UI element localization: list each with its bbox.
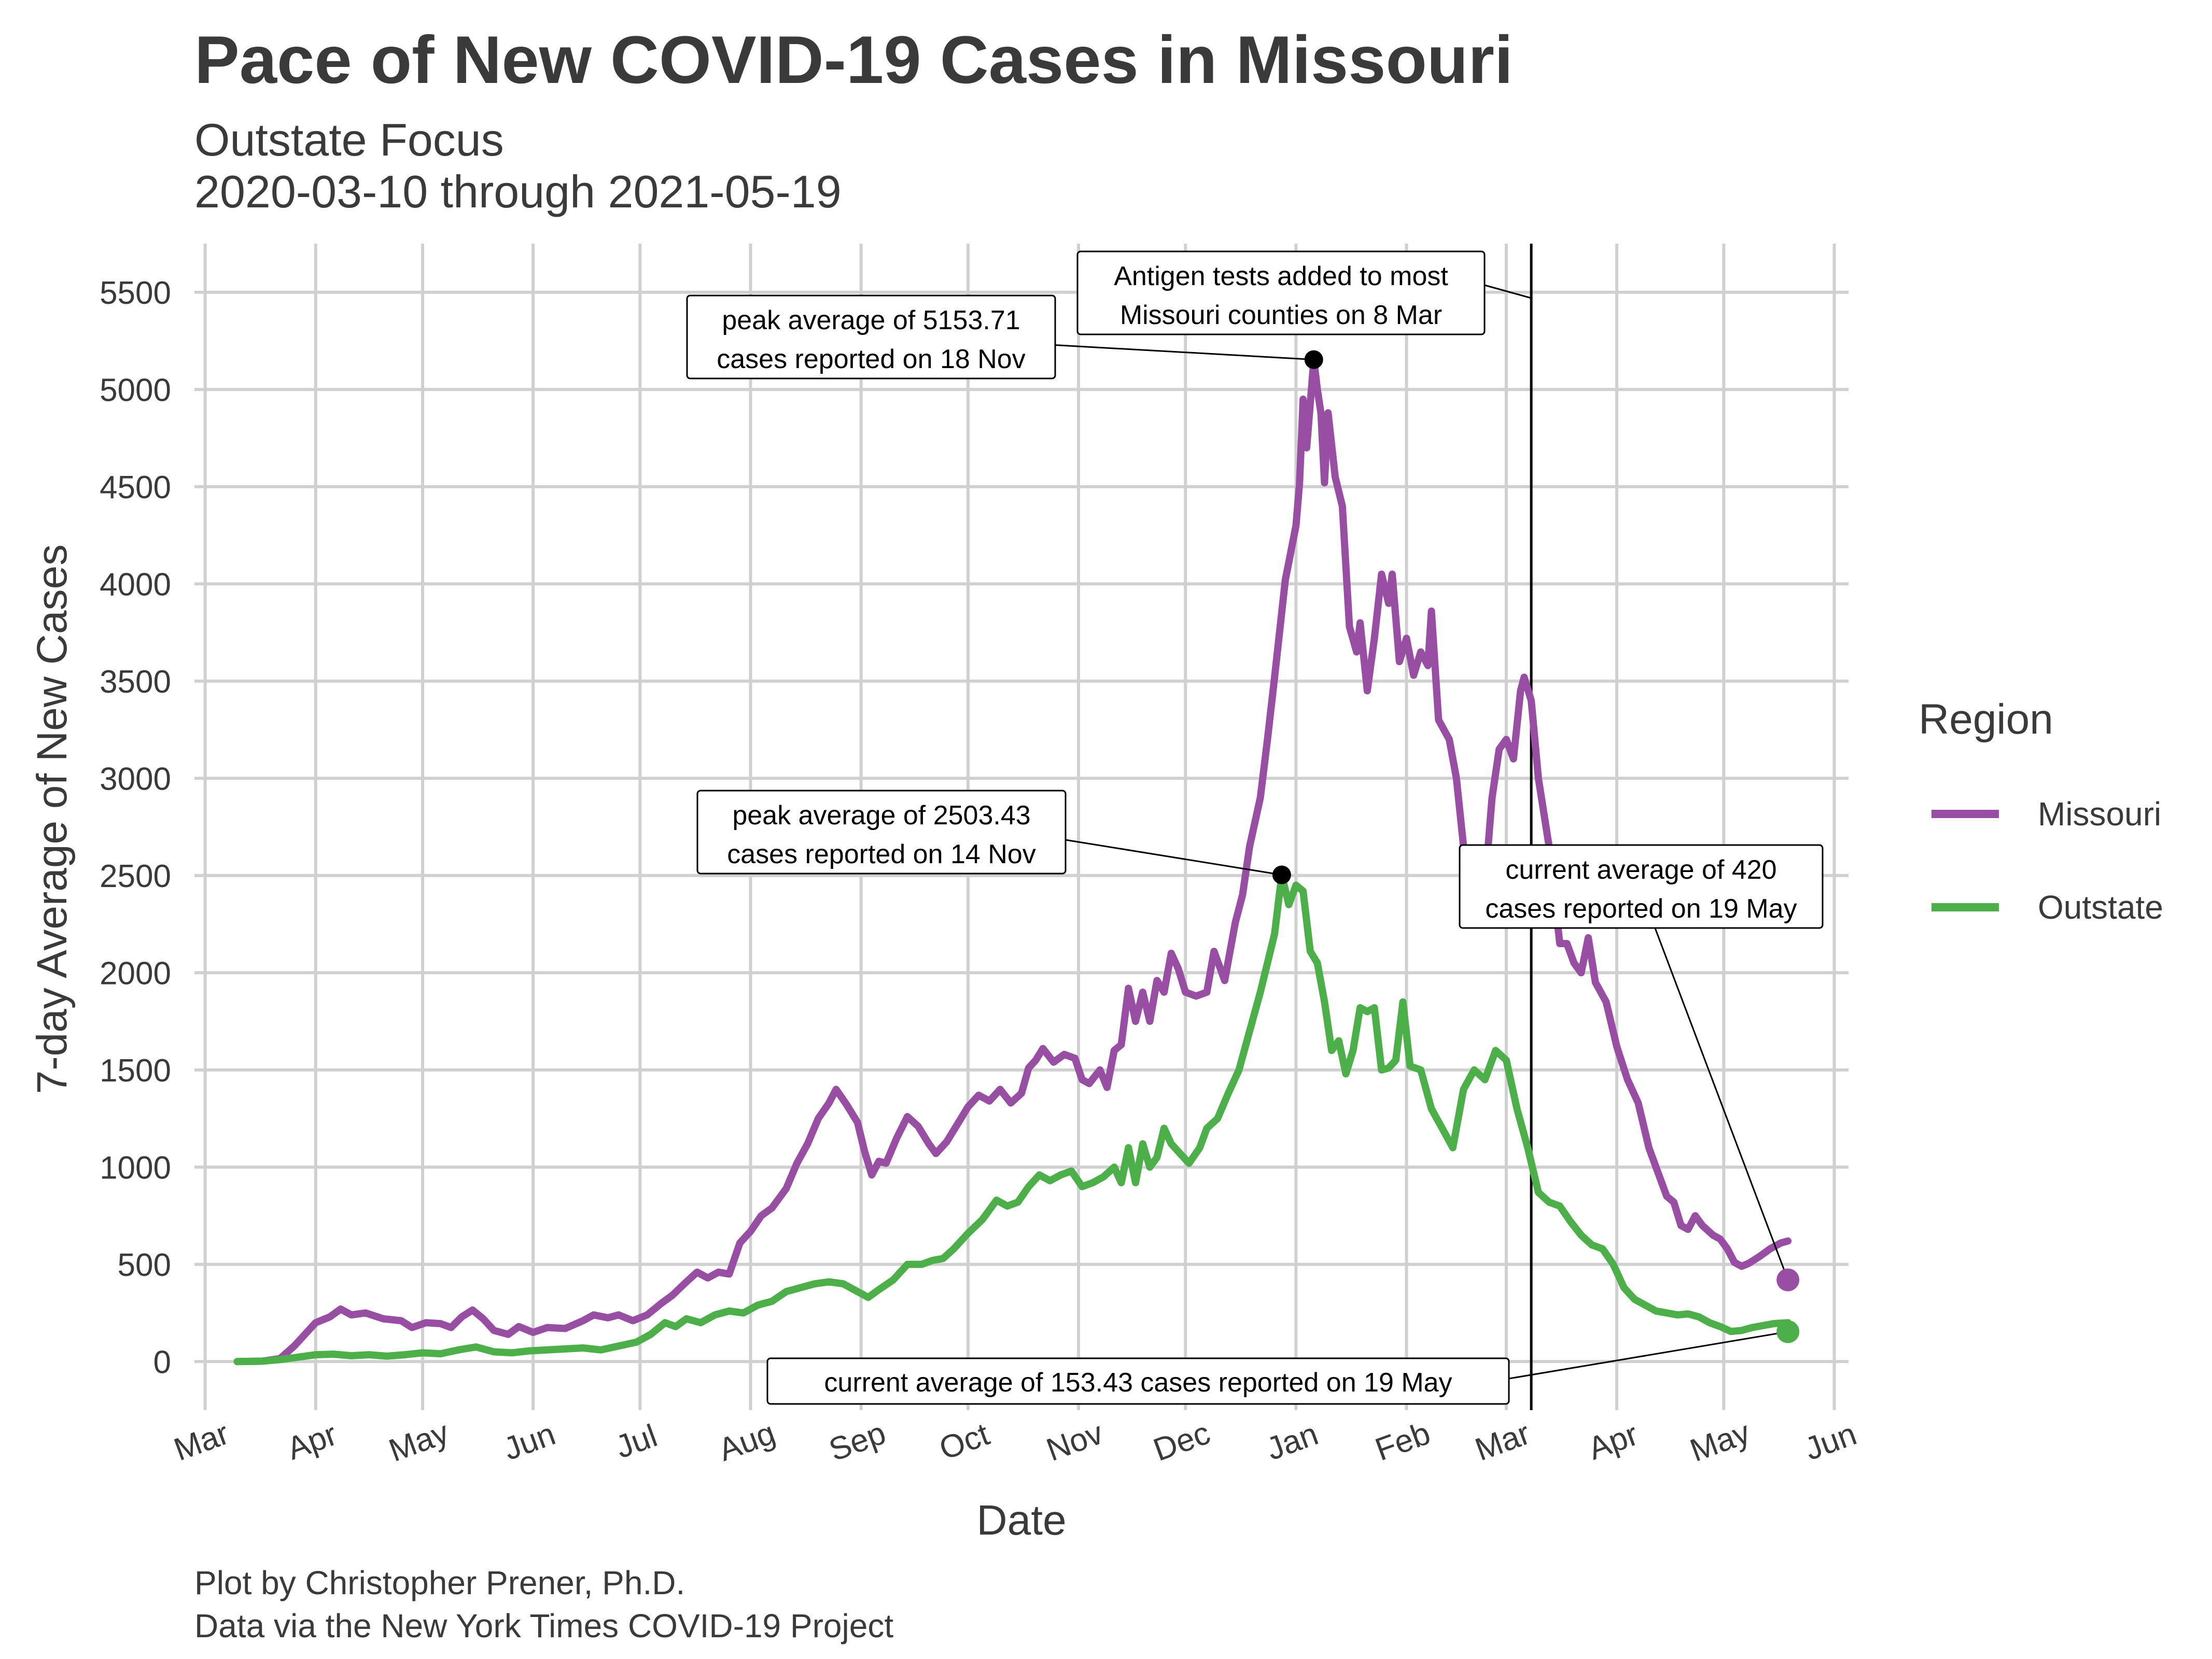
chart-subtitle-line1: Outstate Focus [194, 114, 504, 165]
x-tick-label: Jul [611, 1418, 662, 1466]
legend-label-missouri: Missouri [2038, 795, 2161, 833]
x-tick-label: Nov [1042, 1415, 1108, 1468]
x-axis-title: Date [976, 1497, 1066, 1544]
annotation-current-outstate: current average of 153.43 cases reported… [766, 1331, 1788, 1405]
y-tick-label: 3000 [100, 761, 171, 797]
x-tick-label: May [384, 1414, 454, 1469]
peak-outstate-point [1272, 865, 1291, 884]
annotation-leader [1065, 839, 1282, 876]
annotation-text-line1: current average of 153.43 cases reported… [824, 1368, 1452, 1398]
annotation-peak-missouri: peak average of 5153.71 cases reported on… [686, 294, 1314, 379]
chart-subtitle-line2: 2020-03-10 through 2021-05-19 [194, 166, 842, 217]
chart-title: Pace of New COVID-19 Cases in Missouri [194, 22, 1513, 97]
y-tick-label: 2500 [100, 859, 171, 894]
annotation-layer: peak average of 5153.71 cases reported on… [686, 250, 1824, 1405]
annotation-leader [1506, 1331, 1788, 1380]
y-tick-label: 4000 [100, 567, 171, 602]
x-tick-label: Oct [935, 1416, 994, 1467]
annotation-antigen-note: Antigen tests added to most Missouri coun… [1076, 250, 1532, 335]
annotation-leader [1653, 925, 1789, 1281]
legend-label-outstate: Outstate [2038, 889, 2163, 926]
annotation-text-line1: Antigen tests added to most [1114, 261, 1448, 291]
x-tick-label: Jan [1262, 1416, 1323, 1467]
annotation-text-line1: current average of 420 [1505, 855, 1776, 885]
x-tick-label: Apr [283, 1416, 342, 1467]
y-tick-label: 1500 [100, 1053, 171, 1089]
annotation-box [766, 1357, 1510, 1405]
x-tick-label: Jun [499, 1416, 560, 1467]
x-tick-label: Mar [1471, 1415, 1535, 1468]
y-tick-label: 5500 [100, 275, 171, 311]
peak-missouri-point [1304, 350, 1323, 369]
y-tick-label: 500 [118, 1247, 171, 1283]
x-tick-label: Dec [1149, 1415, 1215, 1468]
annotation-box [1459, 844, 1824, 929]
y-tick-label: 0 [153, 1344, 171, 1380]
series-line-outstate [233, 871, 1792, 1366]
y-tick-label: 2000 [100, 955, 171, 991]
x-tick-label: May [1686, 1414, 1755, 1469]
x-tick-label: Aug [714, 1415, 780, 1468]
x-tick-label: Sep [824, 1415, 890, 1468]
y-tick-label: 4500 [100, 470, 171, 505]
annotation-box [696, 790, 1067, 875]
annotation-text-line2: cases reported on 19 May [1485, 894, 1797, 924]
x-tick-label: Jun [1800, 1416, 1861, 1467]
legend-title: Region [1919, 696, 2053, 743]
x-tick-label: Feb [1370, 1415, 1435, 1468]
y-tick-label: 5000 [100, 372, 171, 408]
y-axis-title: 7-day Average of New Cases [29, 544, 76, 1094]
y-tick-label: 3500 [100, 664, 171, 700]
current-outstate-point [1776, 1320, 1800, 1343]
annotation-text-line2: Missouri counties on 8 Mar [1120, 300, 1442, 330]
annotation-leader [1049, 344, 1314, 361]
annotation-box [1076, 250, 1486, 335]
legend: Missouri Outstate [1931, 795, 2163, 926]
x-tick-label: Apr [1584, 1416, 1643, 1467]
annotation-current-missouri: current average of 420 cases reported on … [1459, 844, 1824, 1281]
y-tick-label: 1000 [100, 1150, 171, 1186]
current-missouri-point [1776, 1268, 1800, 1291]
annotation-text-line2: cases reported on 14 Nov [727, 839, 1035, 869]
caption-line2: Data via the New York Times COVID-19 Pro… [194, 1607, 893, 1644]
annotation-box [686, 294, 1056, 379]
annotation-text-line1: peak average of 2503.43 [732, 800, 1030, 831]
annotation-text-line2: cases reported on 18 Nov [717, 344, 1025, 374]
annotation-leader [1484, 284, 1532, 299]
annotation-peak-outstate: peak average of 2503.43 cases reported on… [696, 790, 1282, 876]
annotation-text-line1: peak average of 5153.71 [722, 305, 1020, 335]
x-tick-label: Mar [170, 1415, 234, 1468]
caption-line1: Plot by Christopher Prener, Ph.D. [194, 1564, 685, 1601]
